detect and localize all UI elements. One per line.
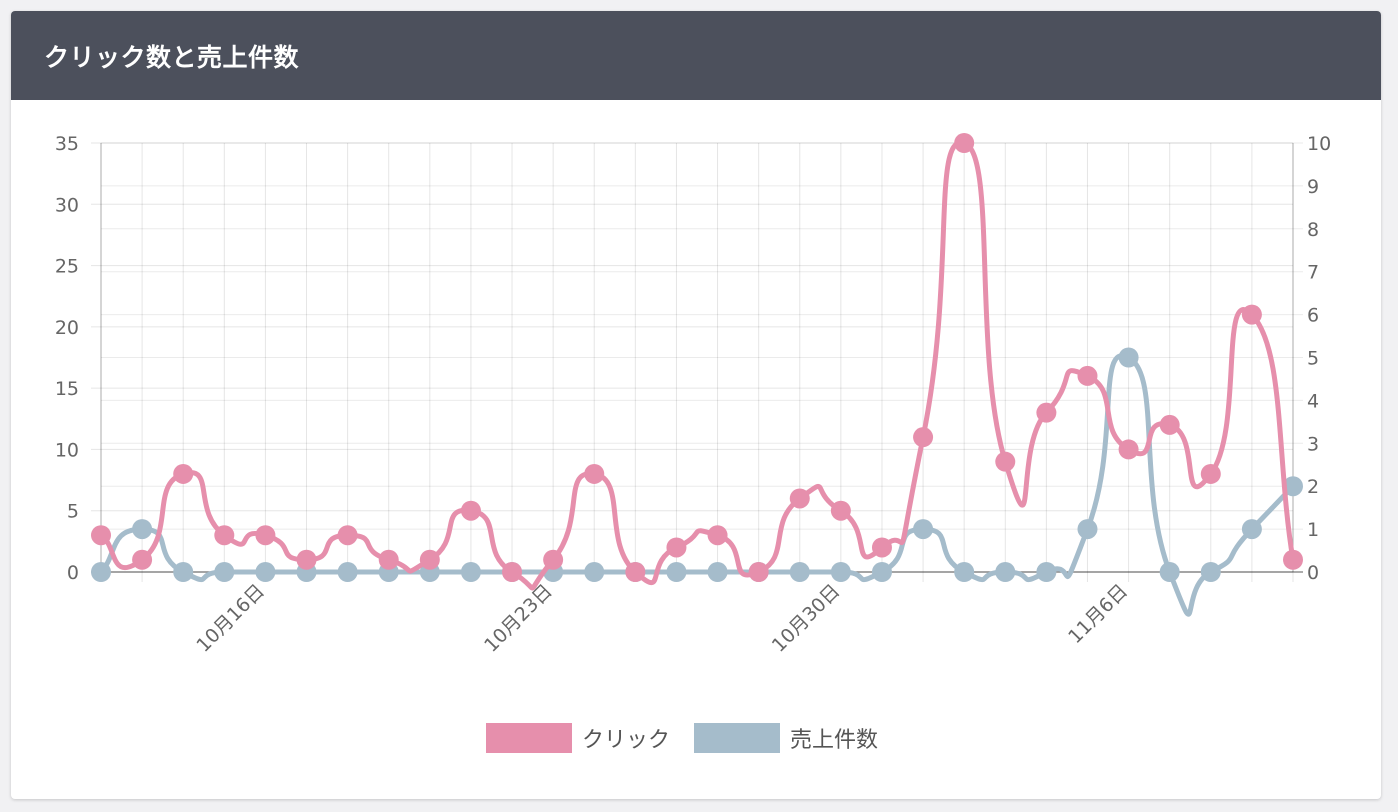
series-line-sales [98,353,1296,617]
y-left-tick-label: 10 [55,439,79,461]
data-point-clicks[interactable] [830,500,851,521]
y-right-tick-label: 5 [1307,348,1319,370]
data-point-clicks[interactable] [91,525,111,546]
data-point-clicks[interactable] [214,525,235,546]
data-point-sales[interactable] [91,562,111,582]
data-point-clicks[interactable] [625,562,646,582]
y-right-tick-label: 4 [1307,390,1319,412]
data-point-sales[interactable] [913,519,934,540]
data-point-sales[interactable] [871,562,892,582]
data-point-sales[interactable] [707,562,728,582]
y-left-tick-label: 0 [67,562,79,584]
data-point-clicks[interactable] [1077,365,1098,386]
combo-line-chart: 0 5 10 15 20 25 30 35 0 1 2 3 4 5 6 7 8 9 10 10月16日 10月23日 10… [55,133,1331,753]
data-point-clicks[interactable] [255,525,276,546]
y-left-tick-label: 35 [55,133,79,155]
data-point-clicks[interactable] [584,463,605,484]
data-point-sales[interactable] [1077,519,1098,540]
x-tick-label: 11月6日 [1064,580,1132,648]
x-tick-label: 10月16日 [192,580,269,657]
legend-swatch-sales[interactable] [694,723,780,753]
data-point-sales[interactable] [1241,519,1262,540]
data-point-clicks[interactable] [1200,463,1221,484]
data-point-sales[interactable] [830,562,851,582]
data-point-sales[interactable] [584,562,605,582]
data-point-clicks[interactable] [460,500,481,521]
y-right-tick-label: 2 [1307,476,1319,498]
data-point-clicks[interactable] [1118,439,1139,460]
data-point-sales[interactable] [132,519,153,540]
data-point-clicks[interactable] [913,427,934,448]
y-right-tick-label: 3 [1307,433,1319,455]
y-right-tick-label: 10 [1307,133,1331,155]
y-right-tick-label: 9 [1307,176,1319,198]
x-tick-label: 10月30日 [768,580,845,657]
data-point-sales[interactable] [460,562,481,582]
y-right-tick-label: 8 [1307,219,1319,241]
data-point-clicks[interactable] [378,549,399,570]
data-point-clicks[interactable] [748,562,769,582]
data-point-sales[interactable] [1036,562,1057,582]
data-point-clicks[interactable] [871,537,892,558]
card-header: クリック数と売上件数 [11,11,1381,100]
data-point-clicks[interactable] [502,562,523,582]
data-point-sales[interactable] [337,562,358,582]
y-right-tick-label: 7 [1307,262,1319,284]
data-point-clicks[interactable] [543,549,564,570]
data-point-clicks[interactable] [419,549,440,570]
y-right-tick-label: 6 [1307,305,1319,327]
data-point-clicks[interactable] [173,463,194,484]
data-point-clicks[interactable] [954,133,975,153]
data-point-clicks[interactable] [296,549,317,570]
y-left-tick-label: 5 [67,501,79,523]
data-point-clicks[interactable] [707,525,728,546]
y-right-tick-label: 1 [1307,519,1319,541]
data-point-sales[interactable] [666,562,687,582]
data-point-clicks[interactable] [1283,549,1303,570]
data-point-sales[interactable] [954,562,975,582]
data-point-clicks[interactable] [666,537,687,558]
data-point-sales[interactable] [1118,347,1139,368]
data-point-clicks[interactable] [1241,304,1262,325]
legend-label-clicks[interactable]: クリック [582,728,670,753]
card-title: クリック数と売上件数 [44,42,300,72]
y-left-tick-label: 20 [55,317,79,339]
data-point-clicks[interactable] [132,549,153,570]
y-left-tick-label: 25 [55,256,79,278]
y-left-tick-label: 15 [55,378,79,400]
data-point-clicks[interactable] [1159,414,1180,435]
data-point-sales[interactable] [173,562,194,582]
data-point-clicks[interactable] [789,488,810,509]
data-point-sales[interactable] [1283,476,1303,497]
data-point-sales[interactable] [1159,562,1180,582]
legend-swatch-clicks[interactable] [486,723,572,753]
data-point-clicks[interactable] [1036,402,1057,423]
x-tick-label: 10月23日 [480,580,557,657]
data-point-clicks[interactable] [995,451,1016,472]
chart-card: クリック数と売上件数 0 5 10 15 20 25 30 35 0 1 2 3 4 5 6 7 8 9 10 10月… [11,11,1381,799]
data-point-clicks[interactable] [337,525,358,546]
y-left-tick-label: 30 [55,194,79,216]
legend-label-sales[interactable]: 売上件数 [790,728,878,753]
data-point-sales[interactable] [214,562,235,582]
y-right-tick-label: 0 [1307,562,1319,584]
data-point-sales[interactable] [789,562,810,582]
data-point-sales[interactable] [255,562,276,582]
data-point-sales[interactable] [995,562,1016,582]
data-point-sales[interactable] [1200,562,1221,582]
